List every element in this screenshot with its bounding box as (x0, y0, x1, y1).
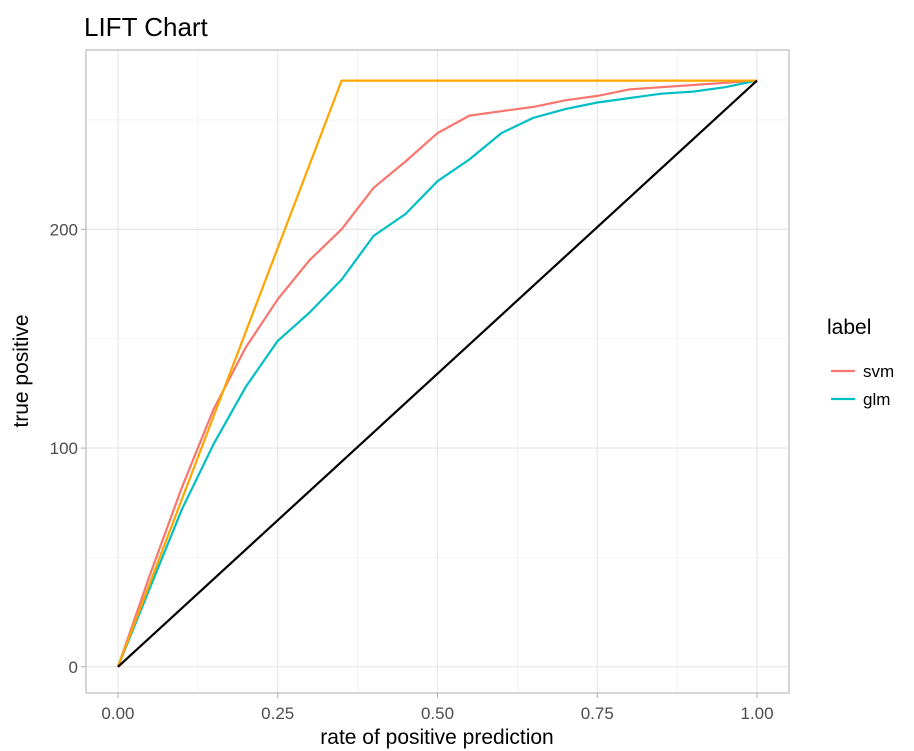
legend-title: label (827, 316, 871, 339)
axis-tick-labels: 0.00 0.25 0.50 0.75 1.00 0 100 200 (50, 220, 774, 723)
legend-label-glm: glm (863, 390, 890, 409)
x-axis-title: rate of positive prediction (320, 726, 553, 749)
legend-label-svm: svm (863, 362, 894, 381)
y-tick-label: 200 (50, 220, 78, 239)
x-tick-label: 0.50 (421, 704, 454, 723)
plot-series (116, 79, 758, 668)
y-tick-label: 0 (69, 658, 78, 677)
y-tick-label: 100 (50, 439, 78, 458)
x-tick-label: 0.25 (261, 704, 294, 723)
series-line-2 (116, 79, 757, 668)
series-line-3 (117, 79, 758, 668)
legend-items: svm glm (831, 362, 894, 409)
legend: label svm glm (827, 316, 894, 409)
series-line-glm (116, 79, 758, 668)
axis-ticks (81, 228, 758, 698)
x-tick-label: 0.00 (101, 704, 134, 723)
y-axis-title: true positive (10, 314, 33, 427)
plot-grid (86, 50, 789, 693)
chart-title: LIFT Chart (84, 12, 209, 42)
x-tick-label: 0.75 (581, 704, 614, 723)
x-tick-label: 1.00 (740, 704, 773, 723)
